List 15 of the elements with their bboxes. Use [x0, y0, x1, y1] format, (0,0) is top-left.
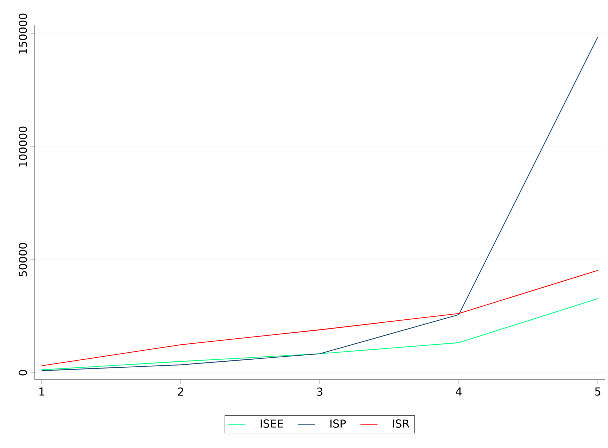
y-tick-label: 100000 — [18, 126, 28, 167]
x-tick-label: 2 — [178, 388, 184, 396]
x-tick-label: 3 — [317, 388, 323, 396]
x-tick-label: 1 — [40, 388, 44, 396]
x-tick-label: 5 — [595, 388, 601, 396]
line-series — [42, 298, 598, 370]
line-series — [42, 36, 598, 372]
x-tick-label: 4 — [456, 388, 462, 396]
line-series — [42, 270, 598, 366]
y-tick-label: 50000 — [18, 243, 28, 277]
y-tick-label: 0 — [18, 370, 28, 376]
legend-label: ISEE — [260, 420, 284, 428]
legend-label: ISP — [330, 420, 346, 428]
legend-label: ISR — [393, 420, 410, 428]
y-tick-label: 150000 — [18, 14, 28, 54]
